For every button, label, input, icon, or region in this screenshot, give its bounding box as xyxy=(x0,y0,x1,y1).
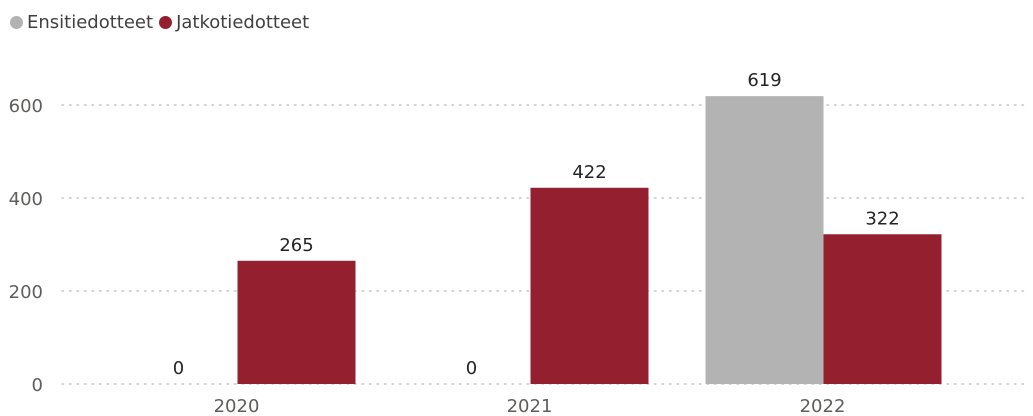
y-tick-label: 400 xyxy=(9,189,43,210)
legend: Ensitiedotteet Jatkotiedotteet xyxy=(10,12,315,33)
x-tick-label: 2021 xyxy=(507,396,553,416)
bar-jatkotiedotteet-2021[interactable] xyxy=(530,187,649,384)
data-label: 0 xyxy=(173,358,184,379)
y-tick-label: 600 xyxy=(9,96,43,117)
bar-jatkotiedotteet-2022[interactable] xyxy=(823,234,942,384)
data-label: 422 xyxy=(572,162,606,183)
bar-ensitiedotteet-2022[interactable] xyxy=(705,96,824,384)
x-tick-label: 2022 xyxy=(800,396,846,416)
legend-item-ensitiedotteet[interactable]: Ensitiedotteet xyxy=(10,12,153,33)
y-tick-label: 200 xyxy=(9,282,43,303)
data-label: 322 xyxy=(865,208,899,229)
x-tick-label: 2020 xyxy=(214,396,260,416)
data-label: 265 xyxy=(279,235,313,256)
data-label: 0 xyxy=(466,358,477,379)
bar-jatkotiedotteet-2020[interactable] xyxy=(237,260,356,384)
legend-item-jatkotiedotteet[interactable]: Jatkotiedotteet xyxy=(159,12,309,33)
legend-marker-ensitiedotteet xyxy=(10,16,23,29)
legend-label-ensitiedotteet: Ensitiedotteet xyxy=(27,12,154,33)
data-label: 619 xyxy=(747,70,781,91)
legend-marker-jatkotiedotteet xyxy=(159,16,173,29)
legend-label-jatkotiedotteet: Jatkotiedotteet xyxy=(176,12,310,33)
y-tick-label: 0 xyxy=(32,375,43,396)
